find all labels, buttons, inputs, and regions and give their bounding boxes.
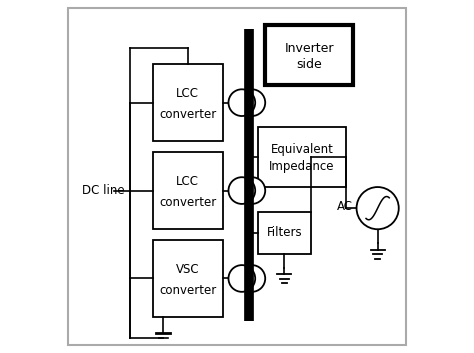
Circle shape [238, 177, 265, 204]
Bar [153, 240, 223, 317]
Circle shape [228, 177, 255, 204]
Circle shape [228, 89, 255, 116]
Text: AC: AC [337, 200, 353, 213]
Bar [258, 127, 346, 187]
FancyBboxPatch shape [68, 8, 406, 345]
Text: Filters: Filters [267, 226, 302, 239]
Circle shape [356, 187, 399, 229]
Text: converter: converter [159, 108, 217, 121]
Text: Equivalent: Equivalent [271, 143, 334, 156]
Text: converter: converter [159, 283, 217, 297]
Circle shape [228, 265, 255, 292]
Text: DC line: DC line [82, 184, 125, 197]
Bar [153, 152, 223, 229]
Text: side: side [296, 58, 322, 71]
Text: converter: converter [159, 196, 217, 209]
Bar [258, 212, 311, 254]
Text: LCC: LCC [176, 175, 199, 188]
Bar [265, 25, 353, 85]
Text: VSC: VSC [176, 263, 200, 276]
Text: LCC: LCC [176, 87, 199, 100]
Bar [153, 64, 223, 141]
Text: Impedance: Impedance [269, 160, 335, 173]
Text: Inverter: Inverter [284, 42, 334, 54]
Circle shape [238, 265, 265, 292]
Circle shape [238, 89, 265, 116]
